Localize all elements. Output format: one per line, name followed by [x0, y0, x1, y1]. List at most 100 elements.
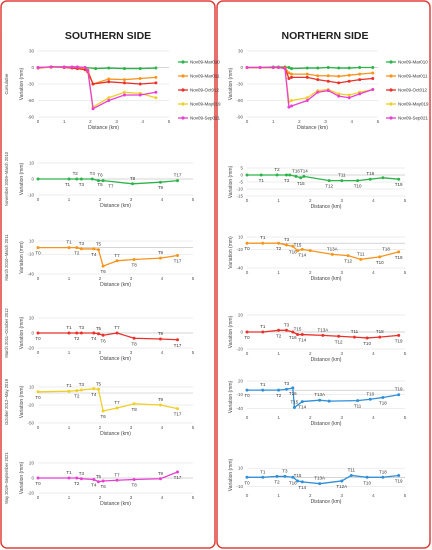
y-tick-label: 20 [238, 379, 244, 384]
point-label: T18 [366, 171, 374, 176]
x-tick-label: 4 [372, 270, 375, 275]
point-label: T9 [158, 471, 164, 476]
point-label: T5 [96, 242, 102, 247]
data-point [285, 387, 288, 391]
point-label: T4 [91, 483, 97, 488]
y-tick-label: 20 [238, 313, 244, 318]
x-tick-label: 5 [192, 425, 195, 430]
x-tick-label: 5 [377, 119, 380, 124]
series-line [38, 66, 157, 109]
data-point [330, 252, 334, 256]
data-point [371, 77, 375, 80]
legend-marker [389, 88, 393, 92]
data-point [327, 399, 331, 403]
data-point [36, 177, 40, 181]
y-tick-label: 10 [238, 466, 244, 471]
point-label: T2 [74, 251, 80, 256]
point-label: T9 [158, 331, 164, 336]
data-point [290, 67, 294, 71]
data-point [347, 79, 351, 83]
legend-entry: Nov09-Sep021 [178, 116, 221, 121]
data-point [381, 176, 385, 180]
point-label: T17 [174, 259, 182, 264]
x-tick-label: 1 [272, 119, 275, 124]
data-point [132, 402, 136, 406]
x-tick-label: 5 [404, 351, 407, 356]
x-tick-label: 0 [37, 495, 40, 500]
point-label: T15 [297, 181, 305, 186]
y-axis-label: Variation (mm) [228, 458, 234, 491]
data-point [36, 66, 40, 69]
point-label: T9 [158, 185, 164, 190]
data-point [302, 174, 306, 178]
data-point [356, 179, 360, 183]
x-tick-label: 0 [246, 493, 249, 498]
point-label: T10 [363, 341, 371, 346]
data-point [245, 241, 249, 245]
data-point [381, 475, 385, 479]
legend-marker [181, 102, 185, 106]
point-label: T8 [131, 483, 137, 488]
data-point [371, 88, 375, 91]
data-point [337, 81, 341, 85]
data-point [261, 241, 265, 245]
x-tick-label: 4 [161, 425, 164, 430]
data-point [261, 388, 265, 392]
x-tick-label: 3 [324, 119, 327, 124]
data-point [283, 474, 287, 478]
point-label: T3 [79, 471, 85, 476]
series-line [38, 246, 178, 267]
data-point [305, 96, 309, 100]
data-point [107, 96, 111, 100]
x-tick-label: 1 [277, 351, 280, 356]
point-label: T8 [131, 341, 137, 346]
legend-marker [389, 60, 393, 64]
data-point [291, 475, 295, 479]
frame-right [216, 0, 431, 549]
data-point [36, 476, 40, 480]
data-point [291, 330, 295, 334]
data-point [36, 246, 40, 250]
data-point [94, 67, 98, 71]
series-line [37, 388, 178, 412]
legend-label: Nov09-Mar010 [398, 60, 428, 65]
point-label: T8 [131, 262, 137, 267]
point-label: T1 [260, 235, 266, 240]
data-point [75, 177, 79, 181]
data-point [381, 395, 385, 399]
data-point [67, 389, 71, 393]
point-label: T13A [314, 476, 325, 481]
y-tick-label: 20 [29, 461, 35, 466]
data-point [287, 66, 291, 69]
x-axis-label: Distance (km) [311, 421, 342, 427]
data-point [371, 71, 375, 75]
legend-label: Nov09-Oct012 [398, 88, 428, 93]
point-label: T0 [244, 246, 250, 251]
y-tick-label: -30 [236, 82, 243, 87]
y-axis-label: Variation (mm) [19, 241, 25, 274]
y-tick-label: -50 [27, 421, 34, 426]
data-point [258, 66, 262, 69]
x-tick-label: 0 [246, 119, 249, 124]
legend-label: Nov09-Mar011 [398, 74, 428, 79]
point-label: T11 [338, 173, 346, 178]
y-axis-label: Variation (mm) [19, 162, 25, 195]
legend-entry: Nov09-Oct012 [386, 88, 428, 93]
data-point [36, 390, 40, 394]
point-label: T3 [284, 178, 290, 183]
x-tick-label: 1 [63, 119, 66, 124]
data-point [337, 66, 341, 70]
x-tick-label: 2 [309, 351, 312, 356]
data-point [326, 79, 330, 83]
y-tick-label: 30 [238, 49, 244, 54]
x-axis-label: Distance (km) [297, 125, 328, 131]
x-tick-label: 3 [115, 119, 118, 124]
x-tick-label: 2 [298, 119, 301, 124]
point-label: T1 [65, 182, 71, 187]
data-point [122, 90, 126, 94]
data-point [290, 72, 294, 76]
data-point [158, 256, 162, 260]
point-label: T19 [395, 478, 403, 483]
